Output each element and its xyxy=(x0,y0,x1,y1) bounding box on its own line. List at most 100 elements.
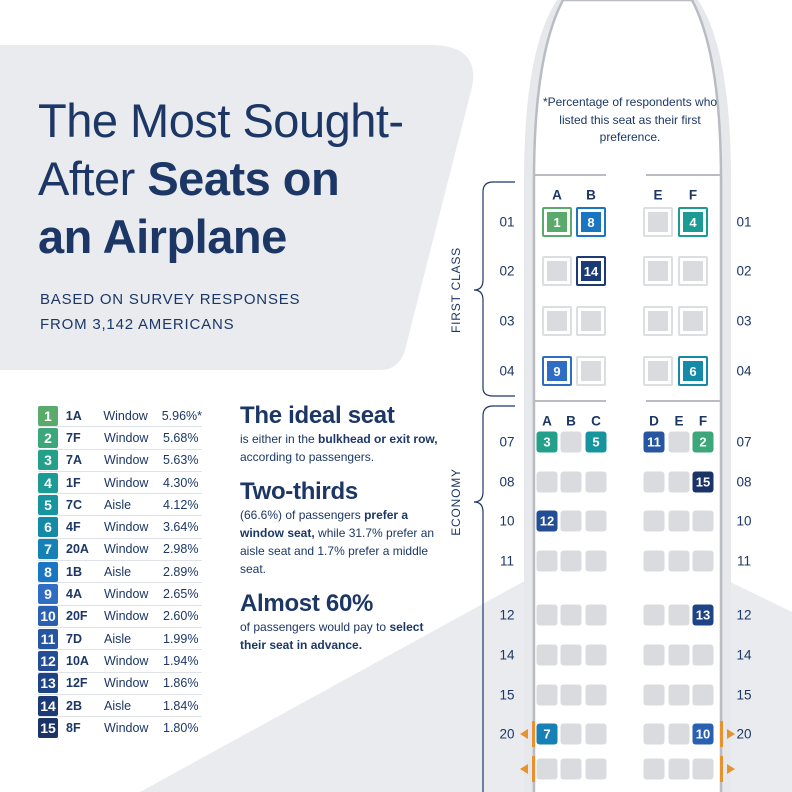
seat-03F[interactable] xyxy=(678,306,708,336)
seat-02B[interactable]: 14 xyxy=(576,256,606,286)
seat-percentage: 1.99% xyxy=(163,631,199,646)
seat-A[interactable] xyxy=(536,758,558,780)
seat-10E[interactable] xyxy=(668,510,690,532)
seat-07E[interactable] xyxy=(668,431,690,453)
row-number: 03 xyxy=(736,313,752,329)
ranking-table: 1 1A Window 5.96%* 2 7F Window 5.68% 3 7… xyxy=(38,405,202,739)
ranking-row: 6 4F Window 3.64% xyxy=(38,516,202,539)
seat-F[interactable] xyxy=(692,758,714,780)
seat-14E[interactable] xyxy=(668,644,690,666)
seat-percentage: 3.64% xyxy=(163,520,199,535)
seat-15F[interactable] xyxy=(692,684,714,706)
seat-20E[interactable] xyxy=(668,723,690,745)
seat-10B[interactable] xyxy=(560,510,582,532)
seat-07C[interactable]: 5 xyxy=(585,431,607,453)
seat-label: 7D xyxy=(66,631,82,646)
seat-08E[interactable] xyxy=(668,471,690,493)
seat-12F[interactable]: 13 xyxy=(692,604,714,626)
seat-20D[interactable] xyxy=(643,723,665,745)
seat-type: Window xyxy=(104,609,149,624)
ranking-row: 4 1F Window 4.30% xyxy=(38,472,202,495)
seat-03B[interactable] xyxy=(576,306,606,336)
seat-type: Window xyxy=(104,653,149,668)
seat-10C[interactable] xyxy=(585,510,607,532)
seat-10F[interactable] xyxy=(692,510,714,532)
seat-14D[interactable] xyxy=(643,644,665,666)
seat-08A[interactable] xyxy=(536,471,558,493)
seat-08C[interactable] xyxy=(585,471,607,493)
seat-percentage: 1.94% xyxy=(163,653,199,668)
seat-15C[interactable] xyxy=(585,684,607,706)
column-letter: E xyxy=(653,187,663,203)
seat-14B[interactable] xyxy=(560,644,582,666)
seat-C[interactable] xyxy=(585,758,607,780)
seat-20C[interactable] xyxy=(585,723,607,745)
seat-03A[interactable] xyxy=(542,306,572,336)
seat-20B[interactable] xyxy=(560,723,582,745)
rank-badge: 12 xyxy=(38,650,58,671)
row-number: 01 xyxy=(736,214,752,230)
seat-12D[interactable] xyxy=(643,604,665,626)
seat-01F[interactable]: 4 xyxy=(678,207,708,237)
right-wing xyxy=(722,578,792,792)
seat-10D[interactable] xyxy=(643,510,665,532)
seat-04E[interactable] xyxy=(643,356,673,386)
seat-15B[interactable] xyxy=(560,684,582,706)
seat-11B[interactable] xyxy=(560,550,582,572)
seat-04F[interactable]: 6 xyxy=(678,356,708,386)
exit-arrow-left-icon xyxy=(520,764,528,774)
rank-badge: 11 xyxy=(38,628,58,649)
seat-10A[interactable]: 12 xyxy=(536,510,558,532)
ranking-row: 3 7A Window 5.63% xyxy=(38,450,202,472)
seat-07D[interactable]: 11 xyxy=(643,431,665,453)
seat-04B[interactable] xyxy=(576,356,606,386)
first-class-bracket xyxy=(473,181,515,397)
seat-14C[interactable] xyxy=(585,644,607,666)
seat-label: 2B xyxy=(66,698,82,713)
seat-07F[interactable]: 2 xyxy=(692,431,714,453)
seat-B[interactable] xyxy=(560,758,582,780)
rank-badge: 14 xyxy=(38,695,58,716)
seat-11A[interactable] xyxy=(536,550,558,572)
seat-08B[interactable] xyxy=(560,471,582,493)
seat-02A[interactable] xyxy=(542,256,572,286)
seat-type: Window xyxy=(104,587,149,602)
seat-02E[interactable] xyxy=(643,256,673,286)
seat-12C[interactable] xyxy=(585,604,607,626)
seat-type: Window xyxy=(104,676,149,691)
seat-20F[interactable]: 10 xyxy=(692,723,714,745)
seat-01B[interactable]: 8 xyxy=(576,207,606,237)
seat-12A[interactable] xyxy=(536,604,558,626)
fact-heading: Almost 60% xyxy=(240,590,374,617)
seat-04A[interactable]: 9 xyxy=(542,356,572,386)
row-number: 20 xyxy=(499,726,515,742)
seat-15E[interactable] xyxy=(668,684,690,706)
seat-11D[interactable] xyxy=(643,550,665,572)
seat-03E[interactable] xyxy=(643,306,673,336)
seat-label: 20A xyxy=(66,542,89,557)
seat-D[interactable] xyxy=(643,758,665,780)
seat-11E[interactable] xyxy=(668,550,690,572)
row-number: 15 xyxy=(499,687,515,703)
seat-11C[interactable] xyxy=(585,550,607,572)
seat-12E[interactable] xyxy=(668,604,690,626)
seat-07A[interactable]: 3 xyxy=(536,431,558,453)
ranking-row: 11 7D Aisle 1.99% xyxy=(38,628,202,651)
seat-15D[interactable] xyxy=(643,684,665,706)
seat-07B[interactable] xyxy=(560,431,582,453)
seat-14A[interactable] xyxy=(536,644,558,666)
seat-01E[interactable] xyxy=(643,207,673,237)
seat-08F[interactable]: 15 xyxy=(692,471,714,493)
seat-12B[interactable] xyxy=(560,604,582,626)
seat-08D[interactable] xyxy=(643,471,665,493)
exit-marker xyxy=(532,721,535,747)
seat-20A[interactable]: 7 xyxy=(536,723,558,745)
seat-02F[interactable] xyxy=(678,256,708,286)
seat-percentage: 4.30% xyxy=(163,475,199,490)
seat-14F[interactable] xyxy=(692,644,714,666)
seat-01A[interactable]: 1 xyxy=(542,207,572,237)
seat-label: 1F xyxy=(66,475,81,490)
seat-E[interactable] xyxy=(668,758,690,780)
seat-11F[interactable] xyxy=(692,550,714,572)
seat-15A[interactable] xyxy=(536,684,558,706)
